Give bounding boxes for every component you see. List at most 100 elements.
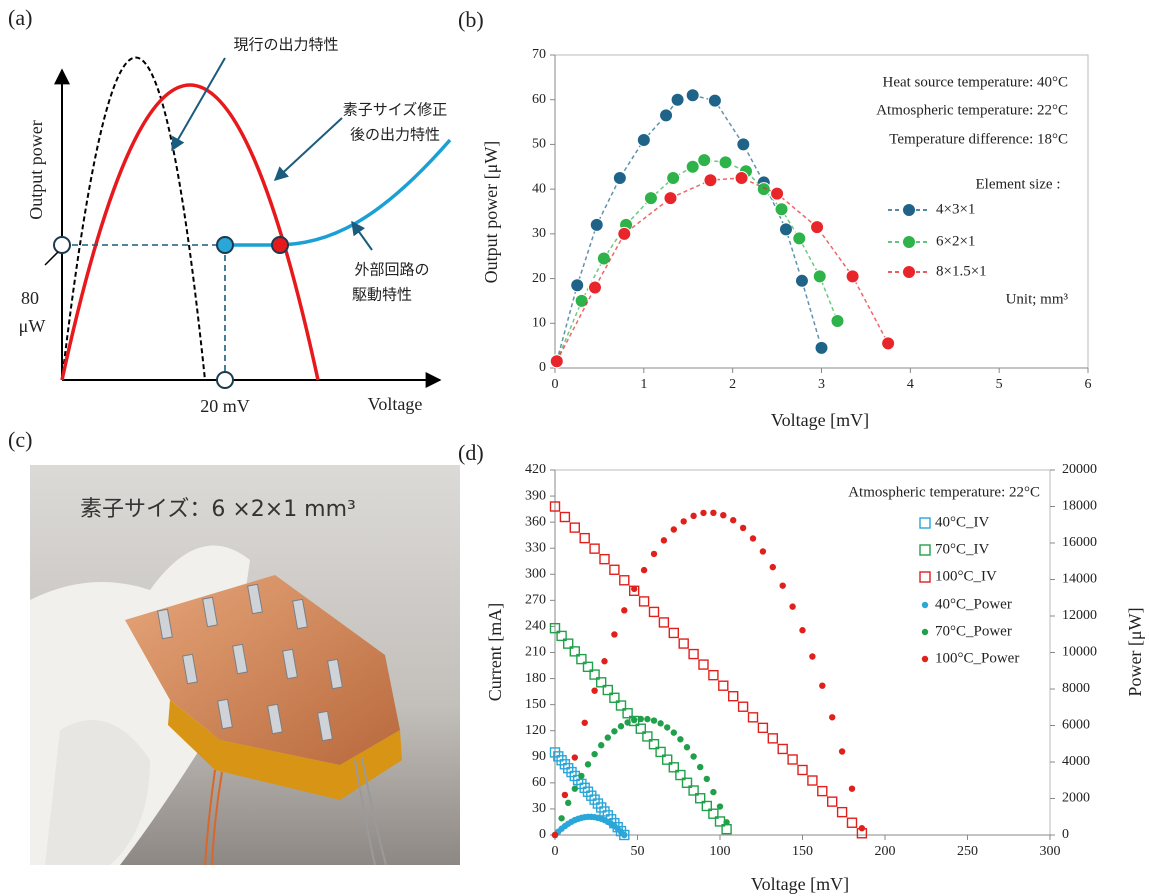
marker bbox=[813, 270, 826, 283]
arrow bbox=[275, 118, 342, 180]
marker bbox=[677, 736, 683, 742]
legend-marker bbox=[922, 629, 928, 635]
y-tick-label: 150 bbox=[525, 697, 546, 712]
marker bbox=[621, 607, 627, 613]
legend-marker bbox=[920, 572, 930, 582]
y2-tick-label: 8000 bbox=[1062, 681, 1090, 696]
annotation: Atmospheric temperature: 22°C bbox=[848, 484, 1040, 500]
x-tick-label: 2 bbox=[729, 377, 736, 392]
y2-tick-label: 10000 bbox=[1062, 645, 1097, 660]
marker bbox=[760, 548, 766, 554]
marker bbox=[600, 555, 609, 564]
marker bbox=[698, 154, 711, 167]
marker bbox=[846, 270, 859, 283]
marker bbox=[644, 716, 650, 722]
marker bbox=[590, 218, 603, 231]
marker bbox=[808, 776, 817, 785]
figure: (a) Output power Voltage 現行の出力特性 素子サイズ修正… bbox=[0, 0, 1149, 896]
y-tick-label: 20 bbox=[532, 271, 546, 286]
x-axis-label: Voltage [mV] bbox=[771, 410, 869, 430]
marker bbox=[740, 525, 746, 531]
marker bbox=[818, 787, 827, 796]
page: (a) Output power Voltage 現行の出力特性 素子サイズ修正… bbox=[0, 0, 1149, 896]
marker bbox=[638, 716, 644, 722]
marker bbox=[659, 618, 668, 627]
x-axis-label: Voltage bbox=[368, 394, 423, 414]
x-tick-label: 0 bbox=[552, 377, 559, 392]
x-tick-label: 200 bbox=[875, 844, 896, 859]
x-tick-label: 150 bbox=[792, 844, 813, 859]
marker bbox=[598, 742, 604, 748]
x-tick-label: 300 bbox=[1040, 844, 1061, 859]
marker bbox=[578, 773, 584, 779]
marker bbox=[664, 192, 677, 205]
marker bbox=[650, 607, 659, 616]
marker bbox=[717, 803, 723, 809]
marker bbox=[651, 717, 657, 723]
marker bbox=[690, 753, 696, 759]
marker bbox=[778, 744, 787, 753]
y-tick-label: 40 bbox=[532, 181, 546, 196]
marker bbox=[671, 729, 677, 735]
marker bbox=[815, 341, 828, 354]
x-tick-label: 50 bbox=[631, 844, 645, 859]
marker bbox=[610, 565, 619, 574]
marker bbox=[667, 171, 680, 184]
x-tick-label: 4 bbox=[907, 377, 914, 392]
marker bbox=[572, 754, 578, 760]
x-tick-label: 3 bbox=[818, 377, 825, 392]
marker bbox=[671, 93, 684, 106]
y2-axis-label: Power [μW] bbox=[1125, 607, 1145, 696]
annotation: 80 bbox=[21, 288, 39, 308]
marker bbox=[681, 518, 687, 524]
marker bbox=[831, 315, 844, 328]
marker bbox=[828, 797, 837, 806]
marker bbox=[779, 223, 792, 236]
y-tick-label: 120 bbox=[525, 723, 546, 738]
marker bbox=[690, 513, 696, 519]
y2-tick-label: 2000 bbox=[1062, 791, 1090, 806]
y-axis-label: Current [mA] bbox=[485, 603, 505, 701]
annotation: μW bbox=[19, 316, 46, 336]
marker bbox=[641, 567, 647, 573]
y2-tick-label: 20000 bbox=[1062, 462, 1097, 477]
marker bbox=[640, 597, 649, 606]
y-tick-label: 330 bbox=[525, 540, 546, 555]
marker bbox=[624, 719, 630, 725]
y-tick-label: 60 bbox=[532, 775, 546, 790]
annotation: Atmospheric temperature: 22°C bbox=[876, 102, 1068, 118]
marker bbox=[560, 513, 569, 522]
marker bbox=[819, 682, 825, 688]
y-tick-label: 10 bbox=[532, 316, 546, 331]
point bbox=[54, 237, 70, 253]
y2-tick-label: 14000 bbox=[1062, 572, 1097, 587]
y-tick-label: 240 bbox=[525, 619, 546, 634]
marker bbox=[839, 748, 845, 754]
annotation: 素子サイズ修正 bbox=[343, 101, 448, 119]
marker bbox=[793, 232, 806, 245]
marker bbox=[679, 639, 688, 648]
y-tick-label: 300 bbox=[525, 567, 546, 582]
marker bbox=[723, 819, 729, 825]
marker bbox=[719, 156, 732, 169]
marker bbox=[611, 631, 617, 637]
y-axis-label: Output power bbox=[26, 120, 46, 219]
marker bbox=[620, 576, 629, 585]
legend-marker bbox=[920, 518, 930, 528]
x-tick-label: 250 bbox=[957, 844, 978, 859]
legend-label: 70°C_IV bbox=[935, 541, 989, 557]
legend-label: 100°C_Power bbox=[935, 650, 1019, 666]
unit-note: Unit; mm³ bbox=[1006, 291, 1069, 307]
marker bbox=[562, 792, 568, 798]
y-tick-label: 70 bbox=[532, 47, 546, 62]
y2-tick-label: 16000 bbox=[1062, 535, 1097, 550]
marker bbox=[605, 734, 611, 740]
legend-marker bbox=[922, 656, 928, 662]
marker bbox=[735, 171, 748, 184]
marker bbox=[664, 724, 670, 730]
marker bbox=[708, 94, 721, 107]
marker bbox=[621, 832, 627, 838]
marker bbox=[550, 355, 563, 368]
legend-label: 6×2×1 bbox=[936, 233, 975, 249]
panel-label: (d) bbox=[458, 440, 484, 465]
